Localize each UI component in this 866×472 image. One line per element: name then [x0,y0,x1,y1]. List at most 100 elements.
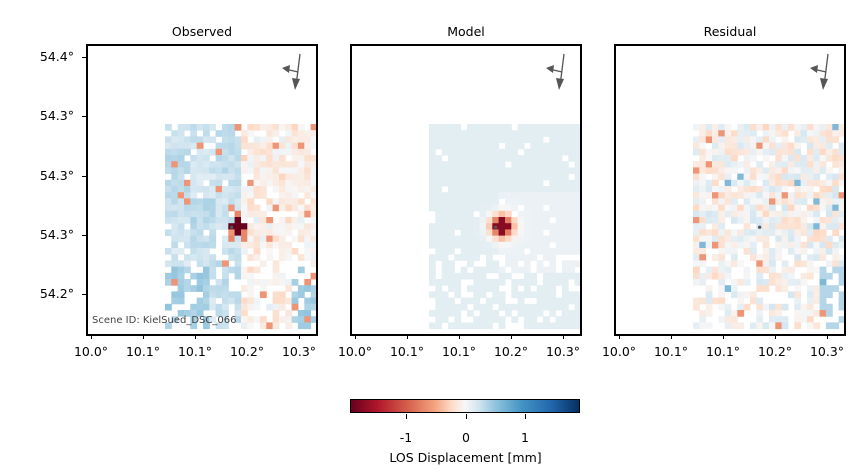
heatmap-cell [278,167,286,175]
heatmap-cell [530,148,538,156]
heatmap-cell [222,210,229,218]
heatmap-cell [304,303,312,311]
heatmap-cell [429,241,436,249]
heatmap-cell [819,254,827,261]
heatmap-cell [800,248,808,255]
heatmap-cell [794,136,802,144]
heatmap-cell [486,303,493,311]
heatmap-cell [234,229,242,237]
heatmap-cell [234,223,242,230]
heatmap-cell [781,217,789,224]
heatmap-cell [718,297,726,305]
colorbar [350,399,580,413]
heatmap-cell [492,266,500,274]
heatmap-cell [832,192,840,199]
heatmap-cell [498,217,506,224]
heatmap-cell [454,192,462,199]
heatmap-cell [523,186,531,193]
heatmap-cell [190,186,198,193]
heatmap-cell [574,192,580,199]
source-location-marker [494,225,498,229]
x-tick-mark [355,335,356,339]
heatmap-cell [800,167,808,175]
heatmap-cell [165,204,172,212]
heatmap-cell [435,142,443,150]
heatmap-cell [190,272,198,280]
heatmap-cell [794,291,802,299]
heatmap-cell [775,179,783,187]
heatmap-cell [467,124,474,131]
heatmap-cell [272,260,280,268]
heatmap-cell [832,217,840,224]
heatmap-cell [712,142,719,150]
heatmap-cell [297,254,305,261]
heatmap-cell [266,136,274,144]
heatmap-cell [775,279,783,286]
heatmap-cell [536,297,544,305]
heatmap-cell [511,148,519,156]
heatmap-cell [486,316,493,323]
heatmap-cell [555,167,563,175]
heatmap-cell [479,186,487,193]
heatmap-cell [215,142,223,150]
heatmap-cell [498,167,506,175]
heatmap-cell [568,291,576,299]
heatmap-cell [291,155,299,162]
heatmap-cell [762,322,770,330]
heatmap-cell [555,179,563,187]
heatmap-cell [479,124,487,131]
heatmap-cell [209,303,217,311]
y-tick-mark [82,116,86,117]
heatmap-cell [769,179,776,187]
heatmap-cell [460,142,468,150]
heatmap-cell [505,155,512,162]
heatmap-cell [794,297,802,305]
heatmap-cell [781,279,789,286]
heatmap-cell [285,198,293,206]
heatmap-cell [800,192,808,199]
heatmap-cell [530,210,538,218]
heatmap-cell [448,229,455,237]
heatmap-cell [441,192,449,199]
heatmap-cell [794,124,802,131]
heatmap-cell [203,130,210,137]
heatmap-cell [479,210,487,218]
heatmap-cell [718,260,726,268]
heatmap-cell [813,210,821,218]
heatmap-cell [536,198,544,206]
heatmap-cell [549,260,557,268]
heatmap-cell [222,285,229,292]
heatmap-cell [291,235,299,243]
heatmap-cell [756,186,764,193]
heatmap-cell [750,155,757,162]
heatmap-cell [241,217,248,224]
heatmap-cell [435,186,443,193]
heatmap-cell [769,198,776,206]
heatmap-cell [486,310,493,317]
heatmap-cell [561,204,569,212]
heatmap-cell [435,235,443,243]
heatmap-cell [693,142,700,150]
heatmap-cell [190,322,198,330]
heatmap-cell [523,136,531,144]
heatmap-cell [165,272,172,280]
heatmap-cell [568,142,576,150]
heatmap-cell [184,254,191,261]
heatmap-cell [542,285,550,292]
heatmap-cell [536,124,544,131]
heatmap-cell [731,161,738,168]
x-tick-mark [143,335,144,339]
heatmap-cell [819,155,827,162]
heatmap-cell [574,316,580,323]
heatmap-cell [693,272,700,280]
heatmap-cell [762,142,770,150]
heatmap-cell [190,248,198,255]
heatmap-cell [750,124,757,131]
heatmap-cell [775,124,783,131]
heatmap-cell [523,241,531,249]
heatmap-cell [775,148,783,156]
heatmap-cell [171,155,179,162]
heatmap-cell [253,241,261,249]
heatmap-cell [448,272,455,280]
heatmap-cell [184,235,191,243]
